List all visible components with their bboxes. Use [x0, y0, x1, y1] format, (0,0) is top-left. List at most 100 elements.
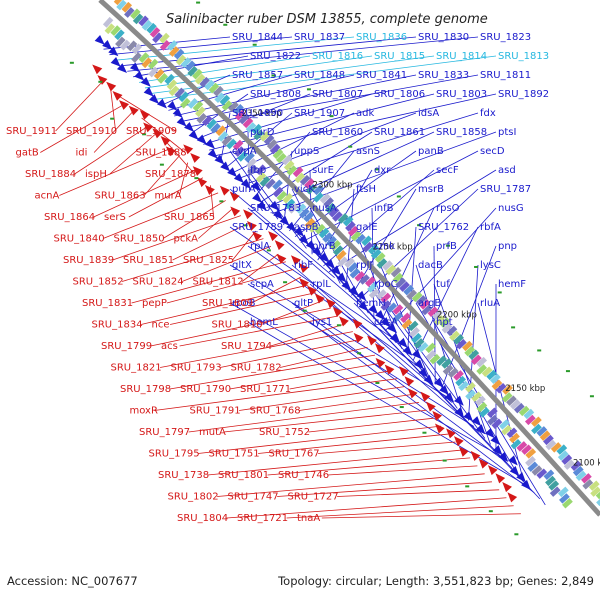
- reverse-gene-label: SRU_1793: [171, 363, 222, 374]
- reverse-gene-label: SRU_1801: [218, 470, 269, 481]
- feature-block: [523, 408, 535, 420]
- feature-mark: [417, 224, 422, 227]
- label-connector: [109, 132, 158, 175]
- feature-block: [347, 262, 359, 273]
- forward-gene-arrow: [389, 333, 400, 344]
- forward-gene-arrow: [463, 411, 473, 422]
- forward-gene-arrow: [375, 310, 385, 321]
- feature-block: [255, 172, 267, 183]
- feature-block: [575, 470, 587, 482]
- forward-gene-label: SRU_1833: [418, 70, 469, 81]
- label-connector: [162, 200, 226, 239]
- feature-block: [550, 442, 562, 453]
- feature-block: [253, 129, 264, 141]
- feature-mark: [223, 23, 228, 26]
- feature-block: [455, 375, 466, 387]
- scale-tick-label: 2100 kbp: [573, 459, 600, 469]
- label-connector: [59, 147, 173, 196]
- reverse-gene-label: SRU_1802: [168, 492, 219, 503]
- feature-block: [491, 379, 503, 390]
- reverse-gene-label: SRU_1799: [101, 341, 152, 352]
- forward-gene-arrow: [508, 455, 518, 466]
- forward-gene-label: SRU_1807: [312, 89, 363, 100]
- reverse-gene-arrow: [384, 364, 395, 375]
- label-connector: [266, 131, 435, 209]
- label-connector: [170, 292, 316, 325]
- feature-block: [449, 330, 460, 342]
- reverse-gene-label: SRU_1878: [145, 169, 196, 180]
- label-connector: [241, 253, 279, 282]
- feature-block: [442, 364, 454, 376]
- reverse-gene-arrow: [434, 423, 445, 434]
- forward-gene-label: SRU_1823: [480, 32, 531, 43]
- reverse-gene-label: SRU_1888: [136, 148, 187, 159]
- feature-block: [521, 444, 532, 455]
- feature-block: [403, 284, 415, 296]
- forward-gene-label: purA: [232, 184, 256, 195]
- reverse-gene-label: murA: [155, 191, 182, 202]
- label-connector: [141, 284, 309, 325]
- feature-block: [399, 281, 410, 292]
- feature-block: [213, 85, 224, 97]
- forward-gene-label: cmk: [374, 241, 395, 252]
- feature-block: [304, 178, 315, 189]
- reverse-gene-label: SRU_1851: [123, 255, 174, 266]
- feature-mark: [219, 200, 224, 203]
- feature-mark: [159, 163, 164, 166]
- reverse-gene-arrow: [128, 105, 139, 116]
- feature-mark: [348, 145, 353, 148]
- reverse-gene-arrow: [446, 428, 456, 439]
- forward-gene-label: SRU_1860: [312, 127, 363, 138]
- feature-block: [294, 172, 306, 184]
- forward-gene-arrow: [439, 384, 449, 395]
- forward-gene-label: hpt: [436, 317, 453, 328]
- feature-block: [110, 25, 121, 37]
- reverse-gene-arrow: [432, 410, 443, 421]
- forward-gene-label: SRU_1861: [374, 127, 425, 138]
- genome-summary: Topology: circular; Length: 3,551,823 bp…: [278, 574, 594, 588]
- forward-gene-label: purD: [250, 127, 275, 138]
- reverse-gene-label: SRU_1834: [92, 320, 143, 331]
- feature-block: [303, 211, 314, 223]
- feature-block: [194, 73, 206, 85]
- reverse-gene-arrow: [325, 298, 336, 309]
- feature-block: [141, 19, 153, 31]
- feature-mark: [537, 349, 542, 352]
- feature-block: [458, 380, 469, 392]
- forward-gene-label: infB: [374, 203, 394, 214]
- forward-gene-label: cvpA: [232, 146, 257, 157]
- forward-gene-label: rplA: [250, 241, 270, 252]
- feature-block: [436, 355, 447, 366]
- feature-mark: [329, 115, 334, 118]
- reverse-gene-arrow: [139, 110, 150, 120]
- feature-block: [124, 7, 135, 18]
- feature-mark: [442, 459, 447, 462]
- reverse-gene-label: SRU_1809: [202, 298, 253, 309]
- feature-block: [281, 154, 293, 166]
- reverse-gene-arrow: [160, 136, 171, 146]
- forward-gene-label: hemH: [356, 298, 386, 309]
- label-connector: [197, 93, 311, 140]
- feature-block: [365, 276, 376, 287]
- feature-block: [441, 358, 453, 369]
- reverse-gene-label: SRU_1751: [209, 449, 260, 460]
- feature-block: [392, 272, 404, 284]
- feature-block: [114, 29, 125, 41]
- forward-gene-arrow: [140, 76, 151, 87]
- reverse-gene-label: SRU_1812: [193, 277, 244, 288]
- feature-block: [314, 223, 326, 235]
- forward-gene-label: pnp: [498, 241, 517, 252]
- feature-block: [276, 190, 288, 202]
- forward-gene-label: scpA: [250, 279, 274, 290]
- label-connector: [172, 222, 249, 261]
- feature-block: [259, 130, 271, 142]
- feature-block: [539, 430, 551, 441]
- forward-gene-label: ftsH: [356, 184, 376, 195]
- reverse-gene-arrow: [399, 366, 409, 377]
- forward-gene-label: SRU_1816: [312, 51, 363, 62]
- feature-block: [590, 486, 600, 497]
- feature-block: [104, 23, 116, 35]
- feature-block: [245, 122, 257, 133]
